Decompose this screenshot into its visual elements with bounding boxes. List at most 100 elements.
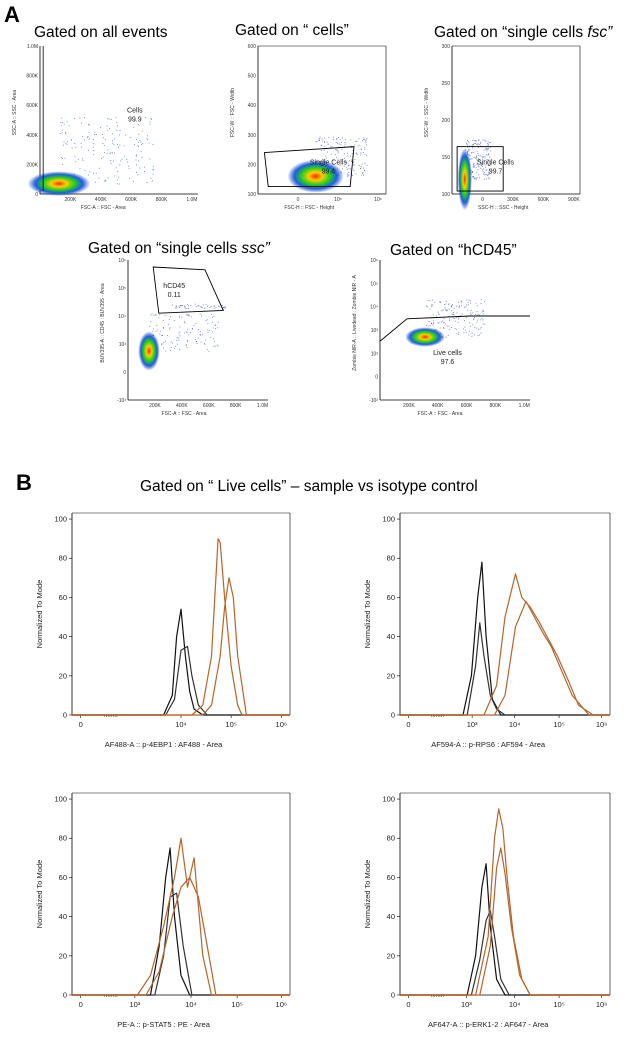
- event-dot: [153, 328, 155, 330]
- event-dot: [156, 324, 158, 326]
- x-tick-label: 600K: [125, 197, 137, 203]
- event-dot: [109, 127, 110, 129]
- event-dot: [93, 150, 95, 152]
- event-dot: [327, 143, 329, 145]
- event-dot: [87, 174, 89, 176]
- event-dot: [468, 148, 469, 150]
- event-dot: [180, 305, 182, 307]
- event-dot: [429, 300, 431, 302]
- event-dot: [468, 145, 470, 147]
- event-dot: [173, 320, 175, 322]
- y-tick-label: 0: [391, 991, 395, 1000]
- event-dot: [347, 176, 349, 178]
- event-dot: [477, 160, 479, 162]
- event-dot: [210, 336, 212, 338]
- event-dot: [460, 300, 462, 302]
- event-dot: [478, 158, 479, 160]
- event-dot: [81, 146, 83, 148]
- event-dot: [222, 307, 224, 308]
- y-tick-label: 60: [387, 593, 395, 602]
- event-dot: [114, 175, 116, 177]
- event-dot: [472, 176, 474, 178]
- event-dot: [74, 155, 76, 157]
- event-dot: [476, 159, 478, 161]
- x-tick-label: 0: [297, 197, 300, 203]
- event-dot: [353, 170, 355, 171]
- event-dot: [107, 118, 109, 120]
- event-dot: [475, 156, 477, 158]
- event-dot: [95, 134, 97, 135]
- event-dot: [68, 125, 70, 127]
- series-line-isotype-1: [72, 608, 290, 716]
- event-dot: [477, 313, 479, 315]
- event-dot: [433, 320, 434, 322]
- event-dot: [350, 139, 352, 141]
- event-dot: [353, 164, 355, 166]
- event-dot: [62, 158, 63, 159]
- event-dot: [426, 305, 427, 307]
- event-dot: [487, 145, 489, 146]
- event-dot: [336, 150, 338, 151]
- event-dot: [332, 139, 334, 141]
- event-dot: [192, 328, 193, 330]
- event-dot: [106, 129, 108, 131]
- event-dot: [478, 144, 480, 145]
- event-dot: [110, 163, 112, 164]
- event-dot: [339, 139, 341, 141]
- event-dot: [453, 312, 455, 313]
- y-axis-label: Normalized To Mode: [35, 860, 44, 929]
- event-dot: [478, 159, 480, 161]
- event-dot: [82, 135, 83, 137]
- event-dot: [162, 327, 164, 329]
- event-dot: [487, 143, 489, 145]
- event-dot: [341, 137, 343, 139]
- event-dot: [200, 306, 202, 308]
- event-dot: [117, 146, 119, 148]
- event-dot: [476, 163, 478, 165]
- event-dot: [187, 339, 188, 341]
- event-dot: [201, 306, 203, 308]
- event-dot: [439, 301, 440, 303]
- event-dot: [437, 322, 439, 324]
- event-dot: [443, 327, 444, 328]
- y-tick-label: 40: [59, 632, 67, 641]
- event-dot: [162, 335, 163, 336]
- y-axis-label: BUV395-A :: CD45 : BUV395 - Area: [100, 283, 106, 362]
- event-dot: [359, 144, 361, 146]
- event-dot: [215, 307, 217, 308]
- x-tick-label: 800K: [490, 403, 502, 409]
- event-dot: [205, 320, 207, 322]
- event-dot: [481, 311, 483, 313]
- event-dot: [152, 180, 153, 182]
- event-dot: [150, 177, 152, 179]
- event-dot: [473, 164, 475, 166]
- x-axis-label: AF594-A :: p-RPS6 : AF594 - Area: [431, 740, 546, 749]
- event-dot: [321, 138, 323, 140]
- event-dot: [451, 313, 453, 315]
- x-axis-label: SSC-H :: SSC - Height: [478, 205, 529, 211]
- event-dot: [471, 158, 473, 160]
- y-tick-label: 0: [391, 711, 395, 720]
- event-dot: [487, 175, 488, 176]
- y-tick-label: 80: [387, 834, 395, 843]
- event-dot: [118, 176, 120, 178]
- event-dot: [214, 324, 216, 326]
- event-dot: [445, 323, 446, 325]
- event-dot: [458, 307, 460, 309]
- event-dot: [360, 166, 362, 168]
- event-dot: [485, 166, 486, 168]
- event-dot: [480, 164, 482, 166]
- event-dot: [473, 163, 475, 164]
- event-dot: [484, 164, 486, 166]
- gate-outline: [379, 315, 530, 342]
- event-dot: [214, 340, 215, 342]
- event-dot: [466, 143, 468, 145]
- series-line-isotype-1: [400, 863, 610, 996]
- event-dot: [330, 146, 332, 148]
- y-tick-label: 100: [54, 795, 67, 804]
- event-dot: [487, 154, 489, 156]
- event-dot: [87, 136, 89, 137]
- event-dot: [144, 166, 145, 168]
- event-dot: [213, 307, 215, 309]
- x-tick-label: 10⁶: [276, 1000, 287, 1009]
